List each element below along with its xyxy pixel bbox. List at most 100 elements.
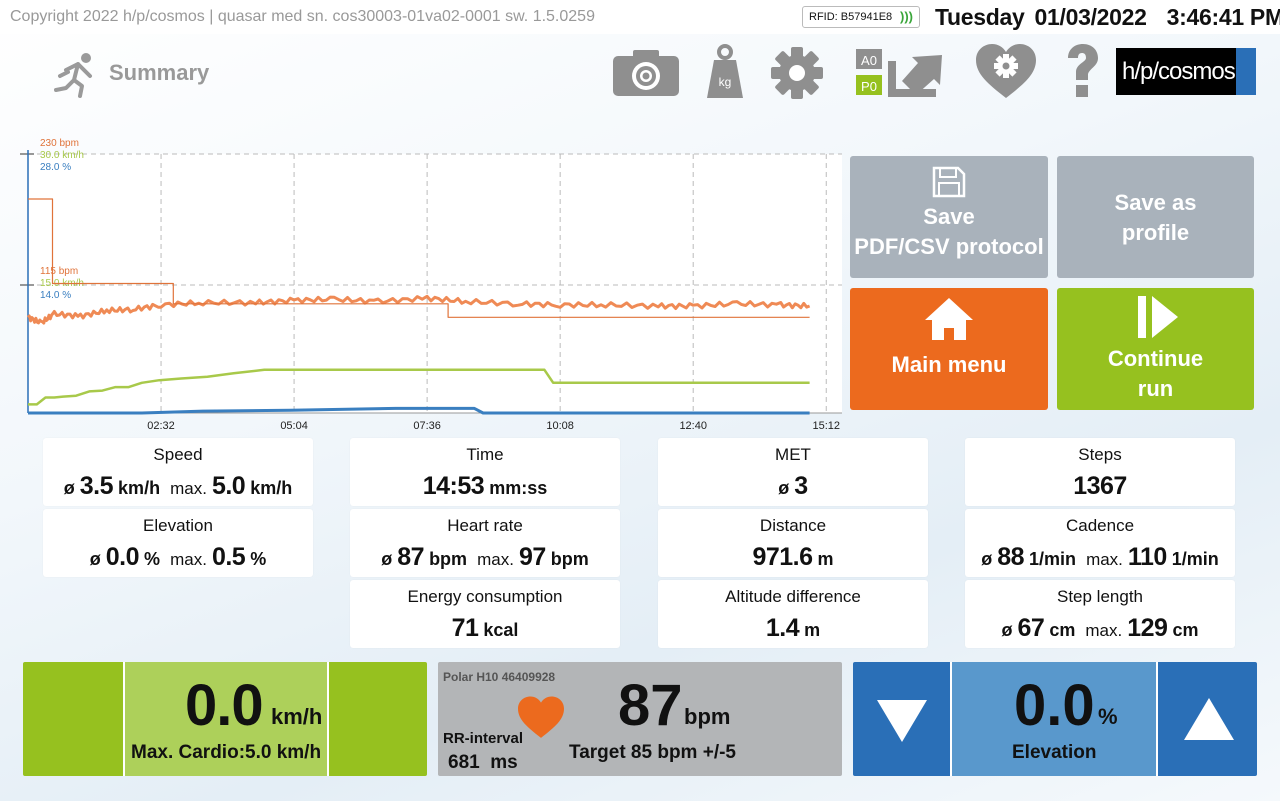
speed-unit: km/h (271, 704, 323, 729)
time-label: 3:46:41 PM (1166, 4, 1280, 30)
save-label-line1: Save (923, 204, 975, 229)
rfid-label: RFID: B57941E8 (809, 11, 893, 23)
play-icon (1137, 296, 1178, 338)
heart-settings-icon[interactable] (976, 44, 1036, 100)
save-profile-button[interactable]: Save as profile (1057, 156, 1254, 278)
speed-display: 0.0 km/h Max. Cardio:5.0 km/h (123, 662, 329, 776)
stat-value: ø 67 cm max. 129 cm (1001, 614, 1199, 642)
speed-decrease-button[interactable] (23, 662, 123, 776)
floppy-disk-icon (932, 166, 966, 198)
hr-target-label: Target 85 bpm +/-5 (569, 742, 737, 763)
max-cardio-label: Max. Cardio:5.0 km/h (131, 742, 322, 763)
arrow-up-icon (1184, 698, 1234, 740)
continue-run-button[interactable]: Continue run (1057, 288, 1254, 410)
main-menu-button[interactable]: Main menu (850, 288, 1048, 410)
stat-label: Cadence (1065, 516, 1135, 535)
mid-scale-label: 115 bpm (40, 266, 78, 277)
x-tick-label: 05:04 (280, 420, 308, 432)
elevation-display: 0.0 % Elevation (950, 662, 1158, 776)
stat-value: ø 87 bpm max. 97 bpm (381, 543, 589, 571)
hr-value: 87 (618, 673, 683, 738)
stat-time: Time 14:53 mm:ss (350, 438, 620, 506)
stat-value: ø 88 1/min max. 110 1/min (981, 543, 1219, 571)
series-speed (28, 368, 810, 406)
stat-label: Energy consumption (407, 587, 563, 606)
hp-cosmos-logo: h/p/cosmos (1116, 48, 1256, 95)
runner-icon (54, 53, 92, 98)
profile-label-line2: profile (1121, 220, 1190, 245)
hr-unit: bpm (684, 704, 731, 729)
x-tick-label: 02:32 (147, 420, 175, 432)
stat-value: 1367 (1073, 472, 1127, 500)
stat-label: Step length (1056, 587, 1143, 606)
x-tick-label: 15:12 (812, 420, 840, 432)
camera-icon[interactable] (613, 50, 679, 96)
day-label: Tuesday (935, 4, 1025, 30)
stat-altitude: Altitude difference 1.4 m (658, 580, 928, 648)
rfid-badge: RFID: B57941E8 ))) (802, 6, 920, 28)
stat-label: Altitude difference (725, 587, 861, 606)
x-tick-label: 07:36 (413, 420, 441, 432)
heart-icon (518, 696, 564, 738)
speed-increase-button[interactable] (329, 662, 427, 776)
continue-label-line1: Continue (1107, 346, 1204, 371)
weight-unit-label: kg (719, 75, 732, 89)
arrow-down-icon (877, 700, 927, 742)
stat-label: Elevation (143, 516, 213, 535)
elevation-value: 0.0 (1014, 673, 1095, 738)
home-icon (925, 298, 973, 340)
stat-energy: Energy consumption 71 kcal (350, 580, 620, 648)
elevation-increase-button[interactable] (1158, 662, 1257, 776)
save-protocol-button[interactable]: Save PDF/CSV protocol (850, 156, 1048, 278)
series-heart-rate (26, 294, 811, 325)
zero-calibration-icon[interactable]: A0 P0 (856, 47, 948, 99)
ao-label: A0 (861, 53, 877, 68)
x-tick-label: 12:40 (679, 420, 707, 432)
stat-value: ø 3 (778, 472, 808, 500)
elevation-control-panel: 0.0 % Elevation (853, 662, 1257, 776)
session-chart: 02:32 05:04 07:36 10:08 12:40 15:12 230 bpm 30.… (20, 130, 845, 435)
speed-control-panel: 0.0 km/h Max. Cardio:5.0 km/h (23, 662, 427, 776)
continue-label-line2: run (1137, 376, 1174, 401)
stat-met: MET ø 3 (658, 438, 928, 506)
x-tick-label: 10:08 (546, 420, 574, 432)
mid-scale-label: 14.0 % (40, 290, 71, 301)
stat-elevation: Elevation ø 0.0 % max. 0.5 % (43, 509, 313, 577)
hr-sensor-label: Polar H10 46409928 (443, 670, 556, 684)
stat-value: 1.4 m (765, 614, 821, 642)
rr-interval-label: RR-interval (443, 730, 524, 747)
heart-rate-panel: Polar H10 46409928 87 bpm RR-interval 68… (438, 662, 842, 776)
series-elevation (28, 406, 810, 415)
help-icon[interactable] (1064, 44, 1100, 98)
stat-heart-rate: Heart rate ø 87 bpm max. 97 bpm (350, 509, 620, 577)
elevation-unit: % (1098, 704, 1118, 729)
stat-label: MET (775, 445, 811, 464)
profile-label-line1: Save as (1114, 190, 1197, 215)
chart-svg: 02:32 05:04 07:36 10:08 12:40 15:12 230 bpm30.… (20, 138, 842, 432)
weight-icon[interactable]: kg (706, 44, 744, 98)
rfid-signal-icon: ))) (900, 9, 913, 24)
elevation-decrease-button[interactable] (853, 662, 950, 776)
status-bar: Copyright 2022 h/p/cosmos | quasar med s… (0, 0, 1280, 34)
top-scale-label: 28.0 % (40, 162, 71, 173)
stat-value: ø 3.5 km/h max. 5.0 km/h (63, 472, 293, 500)
top-scale-label: 230 bpm (40, 138, 79, 149)
stat-label: Steps (1078, 445, 1122, 464)
date-label: 01/03/2022 (1034, 4, 1147, 30)
stat-speed: Speed ø 3.5 km/h max. 5.0 km/h (43, 438, 313, 506)
settings-gear-icon[interactable] (770, 46, 824, 100)
series-target-heart-rate (28, 198, 810, 318)
top-scale-label: 30.0 km/h (40, 150, 84, 161)
page-title: Summary (109, 60, 210, 85)
stat-label: Speed (153, 445, 203, 464)
datetime: Tuesday 01/03/2022 3:46:41 PM (935, 4, 1280, 31)
stat-cadence: Cadence ø 88 1/min max. 110 1/min (965, 509, 1235, 577)
stat-value: 71 kcal (451, 614, 519, 642)
stat-label: Distance (759, 516, 827, 535)
stat-value: ø 0.0 % max. 0.5 % (89, 543, 267, 571)
stat-value: 971.6 m (752, 543, 834, 571)
elevation-label: Elevation (1012, 742, 1097, 763)
stat-value: 14:53 mm:ss (422, 472, 548, 500)
copyright-text: Copyright 2022 h/p/cosmos | quasar med s… (10, 8, 595, 25)
stat-step-length: Step length ø 67 cm max. 129 cm (965, 580, 1235, 648)
